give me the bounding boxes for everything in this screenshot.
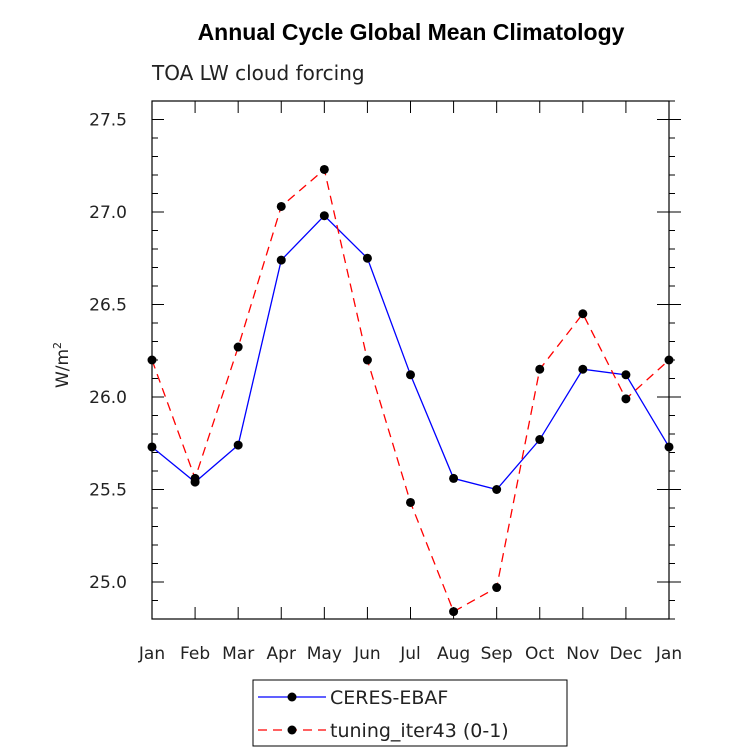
x-tick-label: Oct bbox=[525, 644, 555, 664]
series-line bbox=[151, 168, 670, 613]
y-tick-label: 26.0 bbox=[89, 388, 127, 408]
data-point bbox=[276, 255, 286, 265]
series-ceres-ebaf bbox=[147, 211, 674, 494]
series-layer bbox=[147, 164, 674, 617]
data-point bbox=[449, 607, 459, 617]
data-point bbox=[233, 342, 243, 352]
data-point bbox=[362, 253, 372, 263]
data-point bbox=[233, 440, 243, 450]
x-tick-label: Nov bbox=[566, 644, 599, 664]
y-axis-label-text: W/m bbox=[53, 349, 73, 388]
series-tuning-iter43 bbox=[147, 164, 674, 617]
y-tick-label: 26.5 bbox=[89, 296, 127, 316]
x-tick-label: Jan bbox=[138, 644, 165, 664]
series-line bbox=[151, 214, 670, 491]
data-point bbox=[406, 497, 415, 507]
data-point bbox=[319, 211, 329, 221]
data-point bbox=[578, 364, 588, 374]
axis-tick-labels: Jan Feb Mar Apr May Jun Jul Aug Sep Oct Nov Dec Jan 2… bbox=[89, 111, 682, 665]
data-point bbox=[276, 201, 286, 211]
x-tick-label: May bbox=[307, 644, 342, 664]
axis-ticks bbox=[151, 100, 681, 620]
x-tick-label: Jun bbox=[353, 644, 381, 664]
y-tick-label: 27.5 bbox=[89, 111, 127, 131]
legend-marker bbox=[287, 725, 297, 735]
legend-marker bbox=[287, 692, 297, 702]
legend: CERES-EBAF tuning_iter43 (0-1) bbox=[252, 679, 568, 747]
svg-text:W/m2: W/m2 bbox=[51, 342, 73, 388]
x-tick-label: Apr bbox=[267, 644, 296, 664]
data-point bbox=[492, 583, 502, 593]
data-point bbox=[406, 370, 415, 380]
x-tick-label: Aug bbox=[437, 644, 470, 664]
x-tick-label: Jul bbox=[399, 644, 421, 664]
data-point bbox=[578, 309, 588, 319]
data-point bbox=[535, 364, 545, 374]
legend-label: tuning_iter43 (0-1) bbox=[330, 720, 509, 742]
data-point bbox=[362, 355, 372, 365]
x-tick-label: Jan bbox=[655, 644, 682, 664]
legend-box bbox=[252, 679, 568, 747]
data-point bbox=[190, 473, 200, 483]
x-tick-label: Mar bbox=[222, 644, 254, 664]
y-axis-label-superscript: 2 bbox=[51, 342, 64, 349]
chart-subtitle: TOA LW cloud forcing bbox=[151, 61, 365, 85]
y-tick-label: 25.5 bbox=[89, 481, 127, 501]
x-tick-label: Dec bbox=[609, 644, 642, 664]
data-point bbox=[535, 435, 545, 445]
x-tick-label: Feb bbox=[180, 644, 210, 664]
data-point bbox=[621, 394, 631, 404]
data-point bbox=[621, 370, 631, 380]
legend-label: CERES-EBAF bbox=[330, 687, 448, 709]
plot-frame bbox=[151, 100, 670, 620]
y-axis-label: W/m2 bbox=[51, 342, 73, 388]
data-point bbox=[492, 485, 502, 494]
x-tick-label: Sep bbox=[481, 644, 513, 664]
y-tick-label: 25.0 bbox=[89, 573, 127, 593]
y-tick-label: 27.0 bbox=[89, 203, 127, 223]
data-point bbox=[319, 164, 329, 174]
chart-title: Annual Cycle Global Mean Climatology bbox=[198, 19, 625, 45]
data-point bbox=[449, 473, 459, 483]
